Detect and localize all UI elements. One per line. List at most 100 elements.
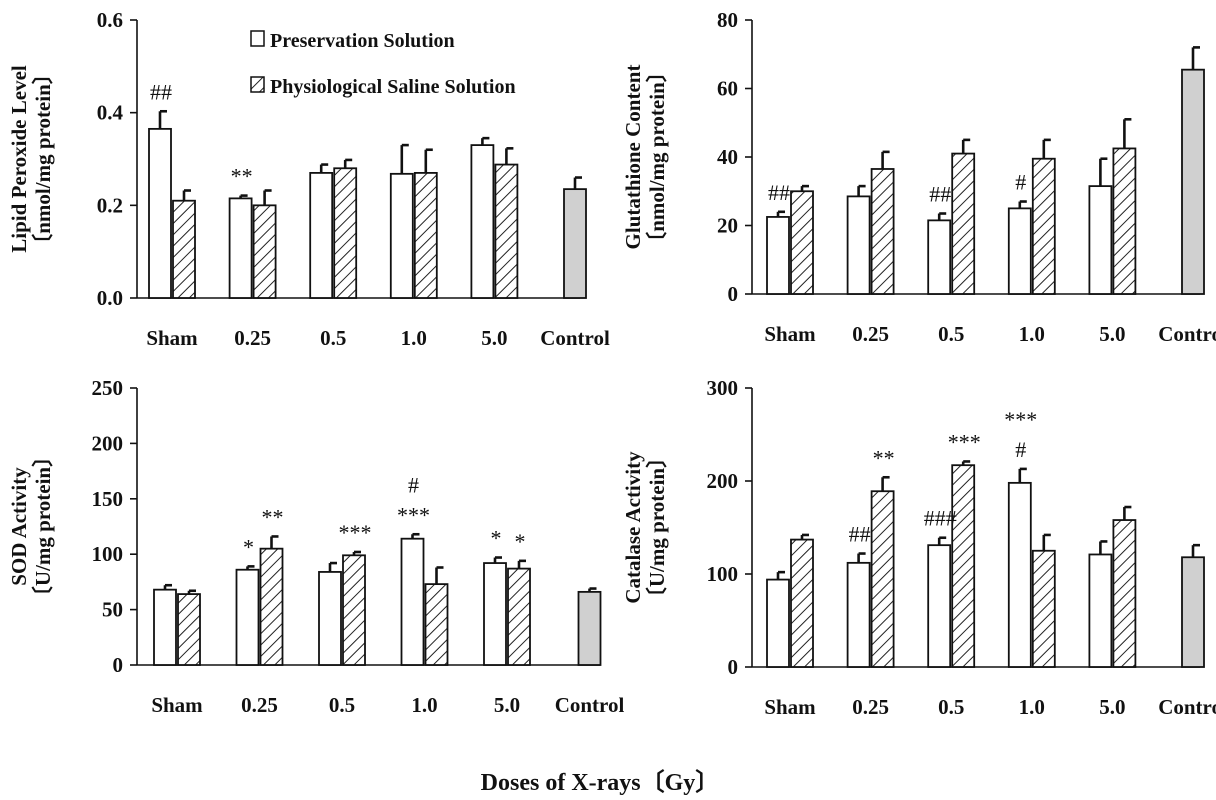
- significance-label: *: [243, 534, 254, 559]
- x-tick-label: 5.0: [494, 693, 520, 717]
- significance-label: ***: [948, 429, 981, 454]
- bar-saline: [413, 171, 438, 299]
- x-tick-label: Sham: [146, 326, 198, 350]
- bar-saline: [333, 167, 358, 299]
- y-tick-label: 100: [707, 562, 739, 586]
- y-axis-label-unit: 〔nmol/mg protein〕: [31, 63, 55, 255]
- bar-saline: [870, 490, 895, 668]
- bar-preservation: [483, 562, 507, 666]
- bar-preservation: [228, 197, 253, 299]
- x-tick-label: 0.5: [938, 322, 964, 346]
- significance-label: ***: [397, 502, 430, 527]
- significance-label: #: [1015, 170, 1026, 195]
- y-axis-label-unit: 〔U/mg protein〕: [645, 447, 669, 608]
- bar-preservation: [153, 588, 177, 666]
- legend-swatch-preservation: [250, 30, 265, 47]
- y-tick-label: 20: [717, 214, 738, 238]
- chart-panel-1: 0.0 0.2 0.4 0.6 Lipid Peroxide Level 〔nmol/mg…: [7, 8, 610, 350]
- bar-preservation: [148, 127, 172, 299]
- bar-saline: [1112, 519, 1137, 668]
- bar-saline: [951, 464, 976, 668]
- significance-label: ##: [849, 522, 871, 547]
- bar-preservation: [766, 578, 790, 668]
- bar-preservation: [846, 561, 871, 668]
- y-tick-label: 250: [92, 376, 124, 400]
- y-tick-label: 40: [717, 145, 738, 169]
- significance-label: **: [873, 445, 895, 470]
- y-tick-label: 0: [728, 282, 739, 306]
- bar-saline: [494, 163, 519, 299]
- bar-preservation: [846, 195, 871, 295]
- x-tick-label: 0.5: [329, 693, 355, 717]
- bar-saline: [870, 168, 895, 295]
- x-tick-label: Control: [1158, 322, 1216, 346]
- y-tick-label: 0.6: [97, 8, 123, 32]
- bar-saline: [951, 152, 976, 295]
- bar-preservation: [235, 568, 260, 666]
- legend: Preservation Solution Physiological Sali…: [250, 30, 516, 98]
- bar-saline: [1112, 147, 1137, 295]
- y-tick-label: 0.0: [97, 286, 123, 310]
- y-axis-label: Lipid Peroxide Level: [7, 65, 31, 253]
- x-tick-label: 0.25: [852, 695, 889, 719]
- x-tick-label: 1.0: [401, 326, 427, 350]
- bar-saline: [342, 554, 366, 666]
- chart-panel-4: 0 100 200 300 Catalase Activity 〔U/mg protein…: [621, 376, 1216, 719]
- x-tick-label: 5.0: [481, 326, 507, 350]
- significance-label: ##: [929, 182, 951, 207]
- bar-saline: [507, 567, 531, 666]
- bar-control: [563, 188, 587, 299]
- y-tick-label: 200: [92, 431, 124, 455]
- y-tick-label: 50: [102, 598, 123, 622]
- x-tick-label: Control: [1158, 695, 1216, 719]
- bar-saline: [177, 593, 201, 666]
- x-tick-label: 1.0: [411, 693, 437, 717]
- y-tick-label: 0: [113, 653, 124, 677]
- bar-preservation: [1088, 553, 1113, 668]
- y-tick-label: 80: [717, 8, 738, 32]
- bar-saline: [172, 199, 196, 299]
- x-tick-label: Control: [555, 693, 625, 717]
- legend-label-preservation: Preservation Solution: [270, 30, 455, 52]
- bar-preservation: [389, 172, 414, 299]
- x-tick-label: Sham: [151, 693, 203, 717]
- chart-panel-3: 0 50 100 150 200 250 SOD Activity 〔U/mg protein…: [7, 376, 624, 717]
- significance-label: ***: [339, 520, 372, 545]
- bar-saline: [252, 204, 277, 299]
- y-tick-label: 100: [92, 542, 124, 566]
- bar-preservation: [927, 219, 952, 295]
- y-tick-label: 200: [707, 469, 739, 493]
- legend-label-saline: Physiological Saline Solution: [270, 76, 516, 98]
- bar-preservation: [1088, 185, 1113, 295]
- x-tick-label: 0.25: [234, 326, 271, 350]
- bar-preservation: [766, 216, 790, 295]
- bar-saline: [424, 583, 449, 666]
- y-axis-label: Glutathione Content: [621, 65, 645, 250]
- y-tick-label: 0: [728, 655, 739, 679]
- bar-preservation: [318, 571, 342, 666]
- significance-label: ###: [924, 506, 957, 531]
- y-tick-label: 300: [707, 376, 739, 400]
- significance-label: *: [491, 526, 502, 551]
- x-tick-label: 5.0: [1099, 695, 1125, 719]
- significance-label: #: [408, 472, 419, 497]
- y-tick-label: 60: [717, 77, 738, 101]
- y-axis-label: SOD Activity: [7, 467, 31, 586]
- bar-control: [577, 590, 602, 666]
- bar-control: [1181, 68, 1205, 295]
- significance-label: ##: [150, 79, 172, 104]
- x-tick-label: Control: [540, 326, 610, 350]
- bar-preservation: [309, 171, 334, 299]
- x-tick-label: 0.5: [938, 695, 964, 719]
- bar-preservation: [400, 537, 425, 666]
- x-tick-label: 5.0: [1099, 322, 1125, 346]
- y-tick-label: 150: [92, 487, 124, 511]
- y-tick-label: 0.4: [97, 101, 124, 125]
- bar-control: [1181, 556, 1205, 668]
- x-tick-label: 1.0: [1019, 322, 1045, 346]
- y-axis-label-unit: 〔nmol/mg protein〕: [645, 61, 669, 253]
- significance-label: ***: [1004, 407, 1037, 432]
- x-tick-label: Sham: [764, 695, 816, 719]
- chart-panel-2: 0 20 40 60 80 Glutathione Content 〔nmol/mg pro…: [621, 8, 1216, 346]
